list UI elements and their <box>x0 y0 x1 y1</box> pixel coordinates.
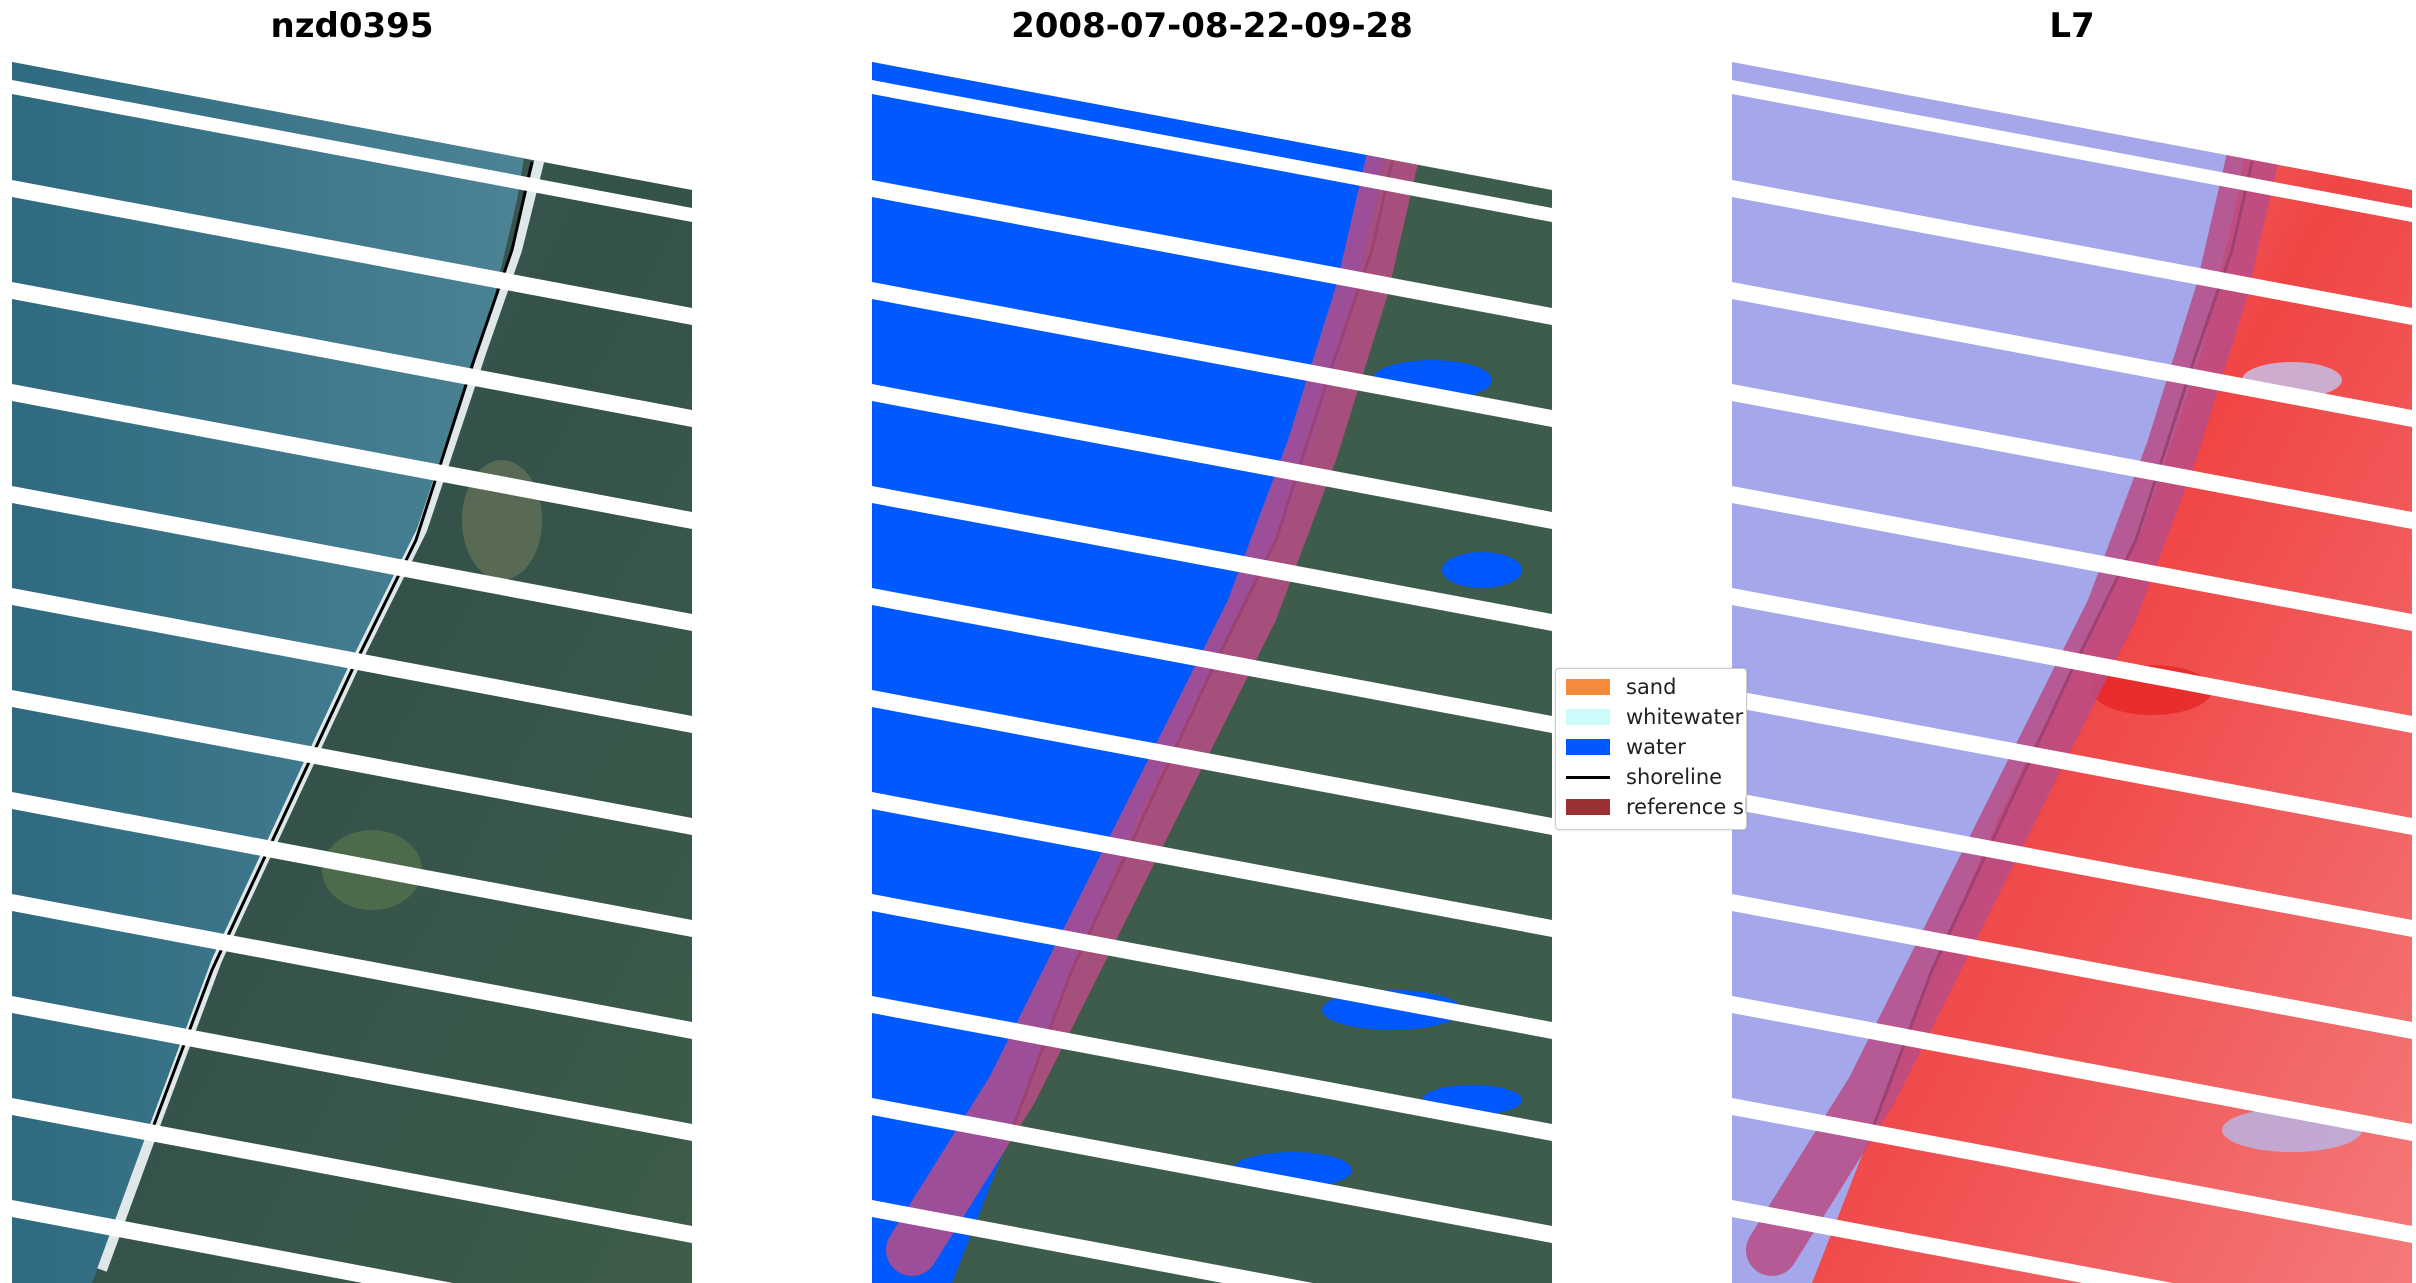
panel-title: 2008-07-08-22-09-28 <box>1011 6 1413 46</box>
legend-item-whitewater: whitewater <box>1556 705 1743 729</box>
panel-rgb: nzd0395 <box>12 0 692 1283</box>
panel-classification: 2008-07-08-22-09-28 <box>872 0 1552 1283</box>
legend-item-water: water <box>1556 735 1686 759</box>
shoreline-swatch <box>1566 775 1610 779</box>
sand-swatch <box>1566 679 1610 695</box>
legend-label: water <box>1626 735 1686 759</box>
legend-label: whitewater <box>1626 705 1744 729</box>
legend-item-reference-buffer: reference shoreline buffer <box>1556 795 1746 819</box>
panel-title: nzd0395 <box>270 6 434 46</box>
water-swatch <box>1566 739 1610 755</box>
index-image <box>1732 62 2412 1283</box>
scan-line-gaps <box>872 80 1552 1283</box>
legend-label: shoreline <box>1626 765 1723 789</box>
legend: sand whitewater water shoreline referenc… <box>1555 668 1747 830</box>
rgb-image <box>12 62 692 1283</box>
reference-buffer-swatch <box>1566 799 1610 815</box>
classified-image <box>872 62 1552 1283</box>
legend-label: reference shoreline buffer <box>1626 795 1746 819</box>
scan-line-gaps <box>1732 80 2412 1283</box>
legend-item-sand: sand <box>1556 675 1676 699</box>
panel-index: L7 <box>1732 0 2412 1283</box>
scan-line-gaps <box>12 80 692 1283</box>
panel-title: L7 <box>2049 6 2095 46</box>
whitewater-swatch <box>1566 709 1610 725</box>
legend-item-shoreline: shoreline <box>1556 765 1722 789</box>
legend-label: sand <box>1626 675 1677 699</box>
water-patch <box>1442 552 1522 588</box>
